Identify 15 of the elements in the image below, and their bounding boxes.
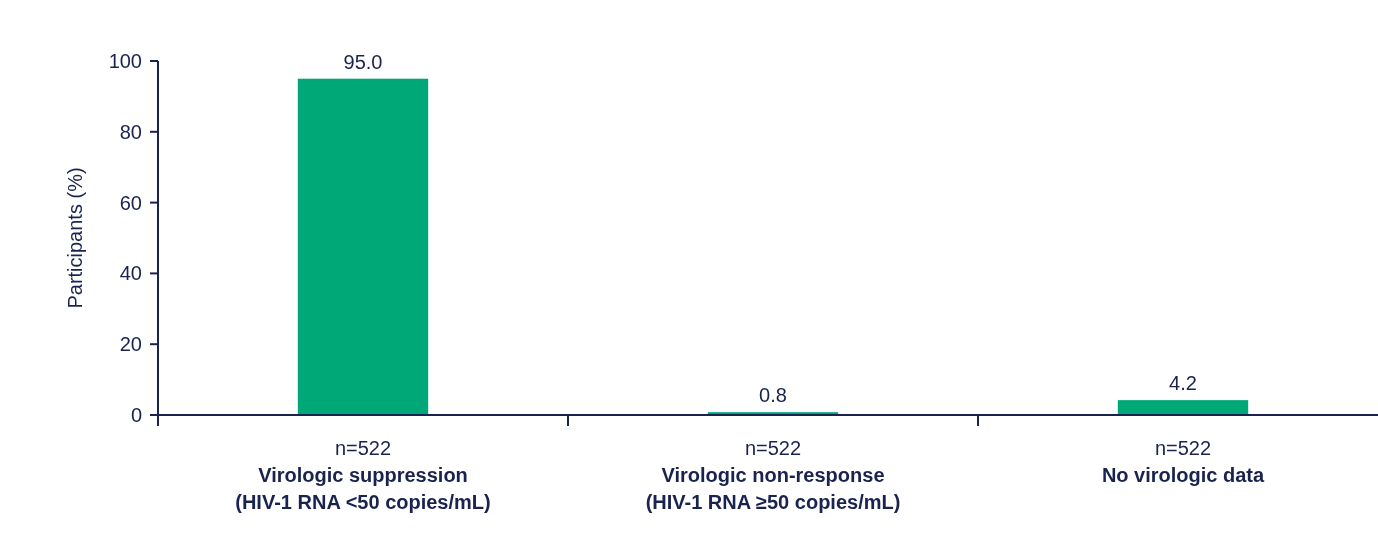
y-tick-label: 60 bbox=[119, 191, 142, 214]
y-tick-label: 40 bbox=[119, 262, 142, 285]
data-label: 0.8 bbox=[759, 384, 787, 407]
y-tick-label: 20 bbox=[119, 333, 142, 356]
y-tick-label: 0 bbox=[130, 404, 142, 426]
bar bbox=[1117, 400, 1249, 415]
y-tick-label: 80 bbox=[119, 120, 142, 143]
data-label: 95.0 bbox=[343, 50, 383, 73]
bar bbox=[297, 78, 429, 415]
x-tick-label: n=522 No virologic data bbox=[1101, 437, 1265, 486]
x-tick-label: n=522 Virologic suppression (HIV-1 RNA <50 copies/mL) bbox=[235, 437, 491, 513]
y-axis-title: Participants (%) bbox=[64, 167, 86, 309]
x-tick-label: n=522 Virologic non-response (HIV-1 RNA ≥50 copies/mL) bbox=[645, 437, 901, 513]
data-label: 4.2 bbox=[1169, 372, 1197, 395]
y-tick-label: 100 bbox=[108, 50, 142, 72]
